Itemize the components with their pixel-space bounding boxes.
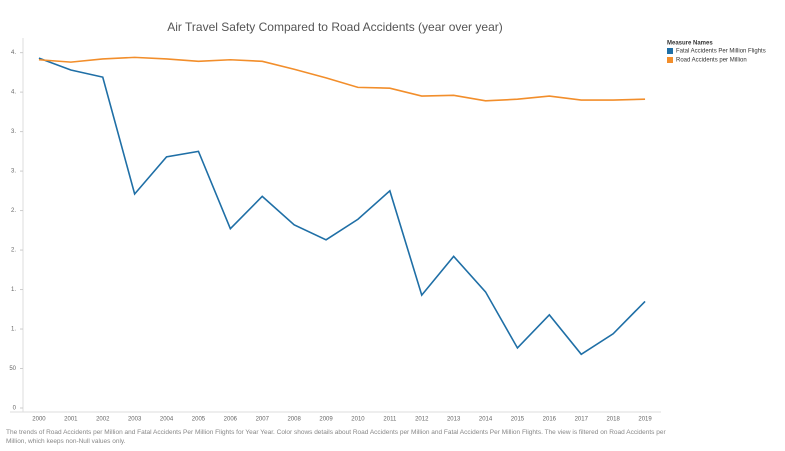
chart: Air Travel Safety Compared to Road Accid…	[9, 20, 766, 423]
y-tick-label: 3.	[11, 129, 16, 135]
x-tick-label: 2002	[96, 417, 110, 423]
x-tick-label: 2013	[447, 417, 461, 423]
x-tick-label: 2003	[128, 417, 142, 423]
x-tick-label: 2014	[479, 417, 493, 423]
legend-swatch	[667, 57, 673, 63]
x-tick-label: 2019	[638, 417, 652, 423]
x-tick-label: 2011	[383, 417, 397, 423]
x-tick-label: 2016	[543, 417, 557, 423]
x-tick-label: 2000	[32, 417, 46, 423]
y-tick-label: 2.	[11, 208, 16, 214]
y-tick-label: 2.	[11, 248, 16, 254]
x-tick-label: 2004	[160, 417, 174, 423]
line	[38, 56, 646, 102]
x-tick-label: 2005	[192, 417, 206, 423]
x-tick-label: 2012	[415, 417, 429, 423]
y-tick-label: 4.	[11, 90, 16, 96]
legend-title: Measure Names	[667, 41, 713, 47]
x-tick-label: 2015	[511, 417, 525, 423]
x-tick-label: 2001	[64, 417, 78, 423]
x-tick-label: 2017	[575, 417, 589, 423]
x-tick-label: 2007	[256, 417, 270, 423]
x-tick-label: 2018	[606, 417, 620, 423]
y-tick-label: 0	[13, 406, 17, 412]
x-tick-label: 2008	[287, 417, 301, 423]
line	[38, 57, 646, 356]
y-tick-label: 3.	[11, 169, 16, 175]
x-tick-label: 2009	[319, 417, 333, 423]
chart-title: Air Travel Safety Compared to Road Accid…	[167, 20, 502, 34]
caption: The trends of Road Accidents per Million…	[6, 429, 666, 445]
legend-label: Road Accidents per Million	[676, 58, 747, 64]
x-tick-label: 2006	[224, 417, 238, 423]
y-tick-label: 50	[9, 366, 16, 372]
x-tick-label: 2010	[351, 417, 365, 423]
y-tick-label: 4.	[11, 50, 16, 56]
y-tick-label: 1.	[11, 327, 16, 333]
y-tick-label: 1.	[11, 287, 16, 293]
legend-swatch	[667, 48, 673, 54]
legend-label: Fatal Accidents Per Million Flights	[676, 49, 766, 55]
